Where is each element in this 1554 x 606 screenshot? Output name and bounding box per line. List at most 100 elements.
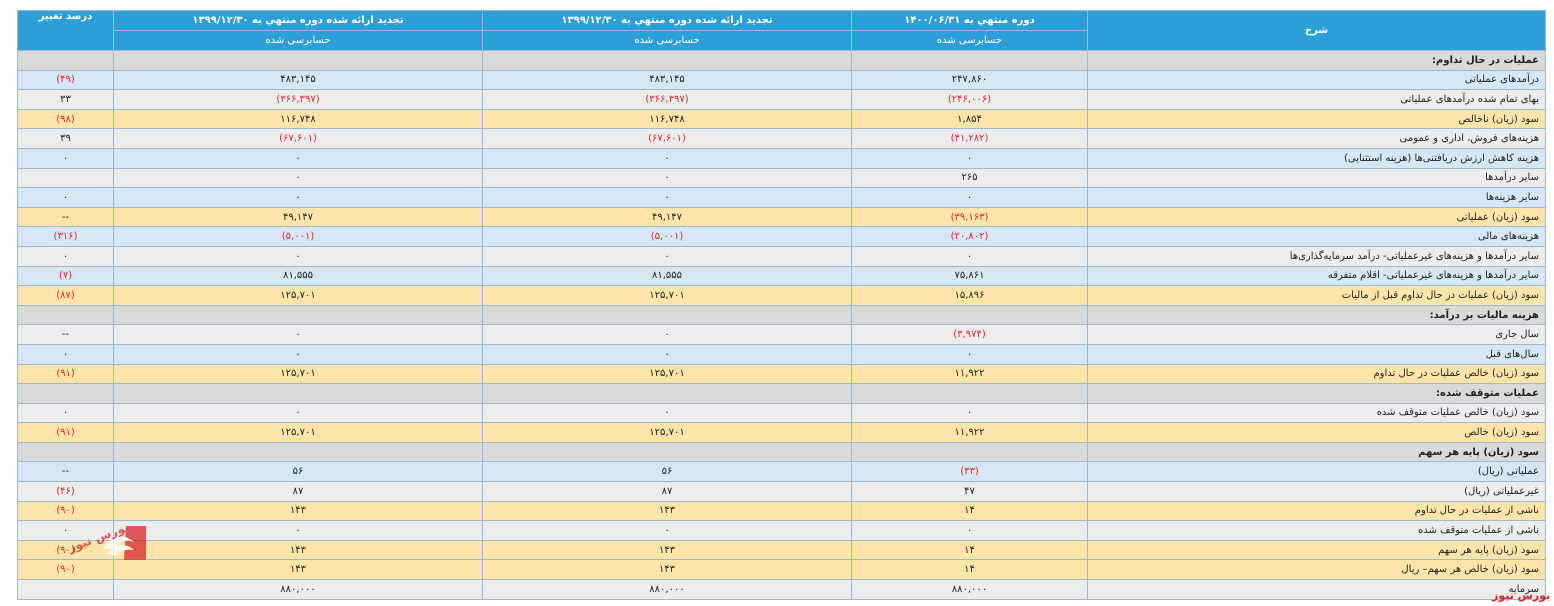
cell-restated-1399-b: (۳۶۶,۳۹۷) — [113, 89, 483, 110]
income-statement: شرح دوره منتهي به ۱۴۰۰/۰۶/۳۱ تجدید ارائه… — [17, 10, 1546, 600]
cell-period-1400: ۰ — [851, 343, 1088, 365]
table-row: ناشی از عملیات در حال تداوم ۱۴ ۱۴۳ ۱۴۳ (۹۰) — [17, 500, 1546, 522]
header-sub2: حسابرسی شده — [482, 30, 852, 51]
cell-restated-1399-a: (۶۷,۶۰۱) — [482, 128, 852, 149]
table-row: سود (زیان) خالص هر سهم– ریال ۱۴ ۱۴۳ ۱۴۳ (۹۰) — [17, 559, 1546, 581]
table-row: سایر هزینه‌ها ۰ ۰ ۰ ۰ — [17, 187, 1546, 208]
row-description: سود (زیان) خالص هر سهم– ریال — [1087, 559, 1546, 581]
cell-change-percent: ۰ — [17, 187, 114, 208]
row-description: سود (زیان) خالص عملیات در حال تداوم — [1087, 363, 1546, 385]
header-row: شرح دوره منتهي به ۱۴۰۰/۰۶/۳۱ تجدید ارائه… — [17, 10, 1546, 51]
cell-change-percent: (۹۱) — [17, 363, 114, 385]
header-desc: شرح — [1087, 10, 1546, 51]
row-description: عملیاتی (ریال) — [1087, 461, 1546, 483]
table-row: سود (زیان) خالص عملیات متوقف شده ۰ ۰ ۰ ۰ — [17, 402, 1546, 424]
header-sub3: حسابرسی شده — [113, 30, 483, 51]
table-row: سرمایه ۸۸۰,۰۰۰ ۸۸۰,۰۰۰ ۸۸۰,۰۰۰ — [17, 579, 1546, 600]
row-description: سال‌های قبل — [1087, 343, 1546, 365]
cell-restated-1399-b: ۱۴۳ — [113, 559, 483, 581]
cell-restated-1399-b: ۱۲۵,۷۰۱ — [113, 363, 483, 385]
row-description: سود (زیان) ناخالص — [1087, 108, 1546, 130]
row-description: عملیات متوقف شده: — [1087, 383, 1546, 404]
cell-period-1400: ۱۴ — [851, 500, 1088, 522]
table-row: غیرعملیاتی (ریال) ۴۷ ۸۷ ۸۷ (۴۶) — [17, 481, 1546, 502]
cell-period-1400: (۳۳) — [851, 461, 1088, 483]
row-description: ناشی از عملیات در حال تداوم — [1087, 500, 1546, 522]
row-description: سال جاری — [1087, 324, 1546, 345]
cell-restated-1399-b — [113, 441, 483, 463]
cell-restated-1399-a — [482, 441, 852, 463]
cell-restated-1399-b — [113, 383, 483, 404]
cell-change-percent — [17, 167, 114, 189]
cell-period-1400: ۲۴۷,۸۶۰ — [851, 69, 1088, 91]
header-col4: درصد تغییر — [17, 10, 114, 51]
cell-change-percent: ۳۹ — [17, 128, 114, 149]
cell-period-1400: ۱۴ — [851, 539, 1088, 561]
cell-change-percent: ۰ — [17, 402, 114, 424]
cell-period-1400 — [851, 441, 1088, 463]
row-description: سایر درآمدها و هزینه‌های غیرعملیاتی- درآ… — [1087, 245, 1546, 267]
row-description: سود (زیان) عملیات در حال تداوم قبل از ما… — [1087, 285, 1546, 306]
cell-change-percent: -- — [17, 324, 114, 345]
row-description: درآمدهای عملیاتی — [1087, 69, 1546, 91]
cell-restated-1399-b: ۱۴۳ — [113, 539, 483, 561]
cell-period-1400: ۰ — [851, 245, 1088, 267]
cell-restated-1399-a: ۰ — [482, 245, 852, 267]
cell-restated-1399-b: ۱۱۶,۷۴۸ — [113, 108, 483, 130]
cell-restated-1399-a: ۱۴۳ — [482, 500, 852, 522]
cell-restated-1399-b: ۰ — [113, 402, 483, 424]
table-row: سایر درآمدها و هزینه‌های غیرعملیاتی- اقل… — [17, 265, 1546, 287]
cell-period-1400 — [851, 50, 1088, 71]
cell-change-percent — [17, 50, 114, 71]
cell-restated-1399-a: (۵,۰۰۱) — [482, 226, 852, 247]
cell-restated-1399-a: ۸۸۰,۰۰۰ — [482, 579, 852, 600]
cell-restated-1399-b: ۱۴۳ — [113, 500, 483, 522]
cell-change-percent: (۳۱۶) — [17, 226, 114, 247]
header-col2: تجدید ارائه شده دوره منتهي به ۱۳۹۹/۱۲/۳۰ — [482, 10, 852, 31]
cell-change-percent — [17, 579, 114, 600]
row-description: ناشی از عملیات متوقف شده — [1087, 520, 1546, 541]
cell-restated-1399-a: ۵۶ — [482, 461, 852, 483]
cell-period-1400: ۱۴ — [851, 559, 1088, 581]
cell-change-percent: (۷) — [17, 265, 114, 287]
cell-change-percent: (۹۱) — [17, 422, 114, 443]
cell-restated-1399-a: ۰ — [482, 147, 852, 169]
cell-restated-1399-a: ۱۱۶,۷۴۸ — [482, 108, 852, 130]
row-description: هزینه‌های فروش، اداری و عمومی — [1087, 128, 1546, 149]
cell-restated-1399-b: ۴۸۳,۱۴۵ — [113, 69, 483, 91]
header-subrow: حسابرسی شده حسابرسی شده حسابرسی شده — [18, 30, 1546, 51]
cell-change-percent: (۹۰) — [17, 500, 114, 522]
table-row: سال‌های قبل ۰ ۰ ۰ ۰ — [17, 343, 1546, 365]
cell-restated-1399-a: ۱۲۵,۷۰۱ — [482, 422, 852, 443]
cell-change-percent — [17, 441, 114, 463]
cell-change-percent: ۰ — [17, 343, 114, 365]
table-row: درآمدهای عملیاتی ۲۴۷,۸۶۰ ۴۸۳,۱۴۵ ۴۸۳,۱۴۵ (۴۹… — [17, 69, 1546, 91]
cell-change-percent: (۸۷) — [17, 285, 114, 306]
cell-restated-1399-b: ۵۶ — [113, 461, 483, 483]
cell-change-percent: -- — [17, 206, 114, 228]
row-description: هزینه کاهش ارزش دریافتنی‌ها (هزینه استثن… — [1087, 147, 1546, 169]
cell-change-percent: -- — [17, 461, 114, 483]
cell-restated-1399-a: ۱۴۳ — [482, 539, 852, 561]
watermark-text: بورس نیوز — [1492, 589, 1551, 602]
cell-change-percent: (۹۰) — [17, 539, 114, 561]
cell-period-1400: ۱۱,۹۲۲ — [851, 422, 1088, 443]
cell-restated-1399-a: ۸۱,۵۵۵ — [482, 265, 852, 287]
cell-restated-1399-b: (۶۷,۶۰۱) — [113, 128, 483, 149]
cell-restated-1399-b: ۰ — [113, 167, 483, 189]
row-description: بهای تمام شده درآمدهای عملیاتی — [1087, 89, 1546, 110]
cell-restated-1399-b: ۰ — [113, 343, 483, 365]
header-sub1: حسابرسی شده — [851, 30, 1088, 51]
row-description: سایر هزینه‌ها — [1087, 187, 1546, 208]
cell-restated-1399-a: (۳۶۶,۳۹۷) — [482, 89, 852, 110]
cell-period-1400: ۷۵,۸۶۱ — [851, 265, 1088, 287]
cell-restated-1399-a: ۸۷ — [482, 481, 852, 502]
table-row: هزینه‌های مالی (۲۰,۸۰۲) (۵,۰۰۱) (۵,۰۰۱) (۳۱۶… — [17, 226, 1546, 247]
row-description: سود (زیان) خالص — [1087, 422, 1546, 443]
section-row: عملیات متوقف شده: — [17, 383, 1546, 404]
row-description: عملیات در حال تداوم: — [1087, 50, 1546, 71]
cell-restated-1399-b: ۸۷ — [113, 481, 483, 502]
cell-period-1400: ۰ — [851, 147, 1088, 169]
cell-period-1400: (۴۱,۲۸۲) — [851, 128, 1088, 149]
cell-restated-1399-a: ۰ — [482, 402, 852, 424]
